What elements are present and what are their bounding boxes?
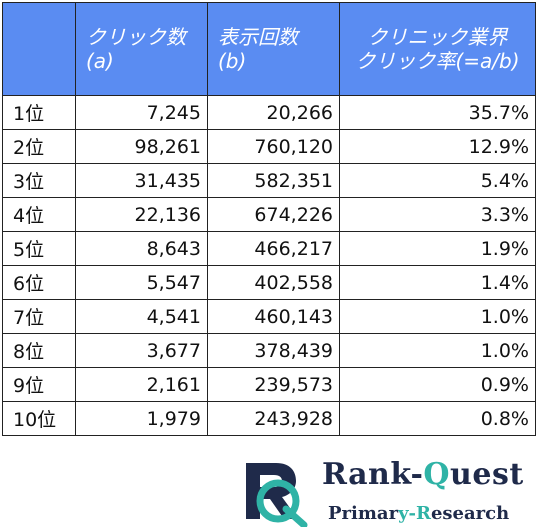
logo-title: Rank-Quest <box>322 457 524 492</box>
impressions-cell: 378,439 <box>207 333 340 368</box>
ctr-cell: 35.7% <box>339 95 536 130</box>
impressions-cell: 239,573 <box>207 367 340 402</box>
rank-cell: 1位 <box>2 95 76 130</box>
ctr-cell: 12.9% <box>339 129 536 164</box>
logo-title-part1: Rank- <box>322 457 424 492</box>
logo-title-part2: Q <box>423 457 451 492</box>
clicks-cell: 22,136 <box>75 197 208 232</box>
clicks-cell: 2,161 <box>75 367 208 402</box>
impressions-cell: 20,266 <box>207 95 340 130</box>
rank-cell: 8位 <box>2 333 76 368</box>
clicks-cell: 98,261 <box>75 129 208 164</box>
rank-cell: 3位 <box>2 163 76 198</box>
table-header-row: クリック数 (a) 表示回数 (b) クリニック業界 クリック率(=a/b) <box>2 2 536 96</box>
clicks-cell: 8,643 <box>75 231 208 266</box>
table-row: 9位 2,161 239,573 0.9% <box>2 367 536 402</box>
table-row: 1位 7,245 20,266 35.7% <box>2 95 536 130</box>
clicks-cell: 4,541 <box>75 299 208 334</box>
table-row: 10位 1,979 243,928 0.8% <box>2 401 536 436</box>
table-row: 8位 3,677 378,439 1.0% <box>2 333 536 368</box>
header-impressions: 表示回数 (b) <box>207 2 340 96</box>
header-ctr: クリニック業界 クリック率(=a/b) <box>339 2 536 96</box>
impressions-cell: 460,143 <box>207 299 340 334</box>
header-ctr-line1: クリニック業界 <box>367 25 508 49</box>
rank-cell: 2位 <box>2 129 76 164</box>
clicks-cell: 31,435 <box>75 163 208 198</box>
impressions-cell: 466,217 <box>207 231 340 266</box>
rank-cell: 6位 <box>2 265 76 300</box>
header-impressions-line2: (b) <box>218 49 247 73</box>
header-clicks-line2: (a) <box>86 49 114 73</box>
logo-sub-part3: esearch <box>430 503 510 524</box>
ctr-cell: 1.4% <box>339 265 536 300</box>
ctr-cell: 3.3% <box>339 197 536 232</box>
table-row: 3位 31,435 582,351 5.4% <box>2 163 536 198</box>
table-row: 2位 98,261 760,120 12.9% <box>2 129 536 164</box>
ctr-ranking-table: クリック数 (a) 表示回数 (b) クリニック業界 クリック率(=a/b) 1… <box>2 2 536 436</box>
clicks-cell: 7,245 <box>75 95 208 130</box>
logo-title-part3: uest <box>450 457 524 492</box>
clicks-cell: 1,979 <box>75 401 208 436</box>
rank-cell: 9位 <box>2 367 76 402</box>
header-clicks: クリック数 (a) <box>75 2 208 96</box>
impressions-cell: 243,928 <box>207 401 340 436</box>
rq-logo-mark-icon <box>246 463 308 527</box>
logo-sub-part1: Primar <box>328 503 399 524</box>
impressions-cell: 582,351 <box>207 163 340 198</box>
header-clicks-line1: クリック数 <box>86 25 186 49</box>
header-ctr-line2: クリック率(=a/b) <box>355 49 520 73</box>
clicks-cell: 3,677 <box>75 333 208 368</box>
ctr-cell: 1.0% <box>339 299 536 334</box>
impressions-cell: 402,558 <box>207 265 340 300</box>
table-row: 4位 22,136 674,226 3.3% <box>2 197 536 232</box>
logo-sub-part2: y-R <box>398 503 431 524</box>
rank-quest-logo: Rank-Quest Primary-Research <box>240 455 536 530</box>
table-row: 7位 4,541 460,143 1.0% <box>2 299 536 334</box>
header-impressions-line1: 表示回数 <box>218 25 298 49</box>
ctr-cell: 0.8% <box>339 401 536 436</box>
impressions-cell: 760,120 <box>207 129 340 164</box>
ctr-cell: 0.9% <box>339 367 536 402</box>
rank-cell: 4位 <box>2 197 76 232</box>
rank-cell: 7位 <box>2 299 76 334</box>
ctr-cell: 5.4% <box>339 163 536 198</box>
logo-subtitle: Primary-Research <box>328 503 509 524</box>
impressions-cell: 674,226 <box>207 197 340 232</box>
rank-cell: 10位 <box>2 401 76 436</box>
ctr-cell: 1.0% <box>339 333 536 368</box>
clicks-cell: 5,547 <box>75 265 208 300</box>
table-row: 5位 8,643 466,217 1.9% <box>2 231 536 266</box>
rank-cell: 5位 <box>2 231 76 266</box>
ctr-cell: 1.9% <box>339 231 536 266</box>
header-corner-cell <box>2 2 76 96</box>
table-row: 6位 5,547 402,558 1.4% <box>2 265 536 300</box>
